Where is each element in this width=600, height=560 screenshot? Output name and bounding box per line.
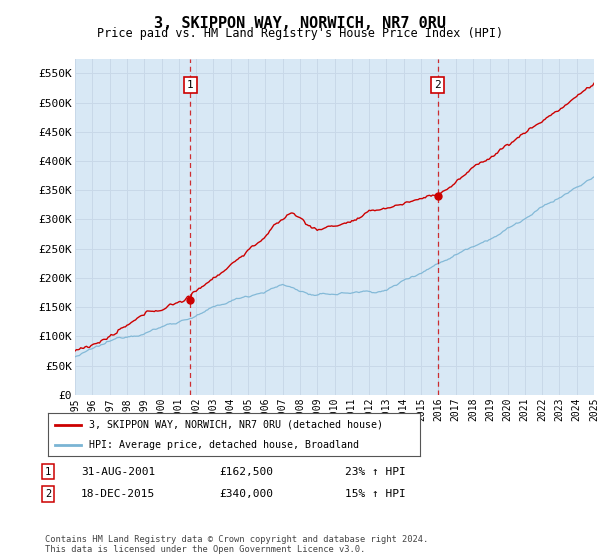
Text: 15% ↑ HPI: 15% ↑ HPI [345,489,406,499]
Text: 2: 2 [45,489,51,499]
Text: HPI: Average price, detached house, Broadland: HPI: Average price, detached house, Broa… [89,441,359,450]
Text: 3, SKIPPON WAY, NORWICH, NR7 0RU (detached house): 3, SKIPPON WAY, NORWICH, NR7 0RU (detach… [89,420,383,430]
Text: 1: 1 [187,80,194,90]
Text: 18-DEC-2015: 18-DEC-2015 [81,489,155,499]
Text: 31-AUG-2001: 31-AUG-2001 [81,466,155,477]
Text: Contains HM Land Registry data © Crown copyright and database right 2024.
This d: Contains HM Land Registry data © Crown c… [45,535,428,554]
Text: Price paid vs. HM Land Registry's House Price Index (HPI): Price paid vs. HM Land Registry's House … [97,27,503,40]
Text: 2: 2 [434,80,441,90]
Text: 23% ↑ HPI: 23% ↑ HPI [345,466,406,477]
Text: £162,500: £162,500 [219,466,273,477]
Text: 3, SKIPPON WAY, NORWICH, NR7 0RU: 3, SKIPPON WAY, NORWICH, NR7 0RU [154,16,446,31]
Text: £340,000: £340,000 [219,489,273,499]
Text: 1: 1 [45,466,51,477]
